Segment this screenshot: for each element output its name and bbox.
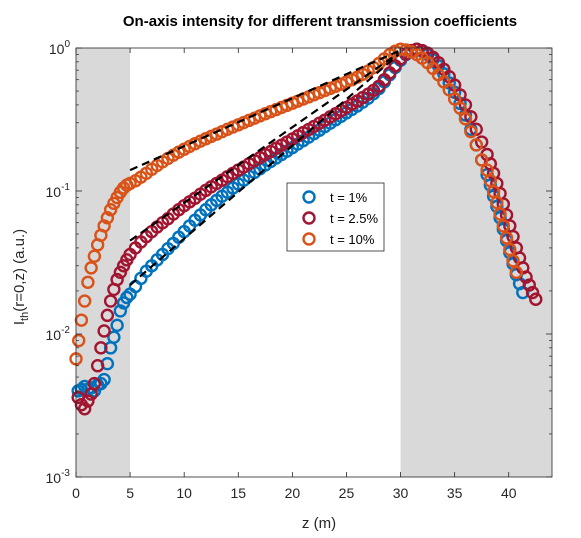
x-ticks: 0 5 10 15 20 25 30 35 40 — [72, 48, 517, 501]
x-tick-label: 15 — [230, 485, 246, 501]
x-tick-label: 0 — [72, 485, 80, 501]
legend-marker — [302, 211, 316, 225]
data-point — [474, 153, 489, 167]
data-point — [81, 275, 95, 289]
x-tick-label: 40 — [501, 485, 517, 501]
fit-line — [129, 52, 400, 242]
axes-frame — [75, 47, 553, 478]
legend-entry: t = 1% — [302, 190, 368, 205]
y-axis-label-main: I — [11, 321, 28, 325]
data-point — [525, 285, 540, 300]
legend-label: t = 1% — [330, 190, 368, 205]
data-point — [100, 308, 115, 323]
data-point — [458, 112, 473, 126]
data-point — [100, 211, 115, 225]
fit-lines — [129, 50, 400, 286]
data-point — [522, 278, 536, 292]
data-point — [493, 207, 507, 221]
data-point — [77, 402, 92, 416]
data-point — [77, 294, 92, 308]
y-tick-label: 100 — [49, 39, 71, 57]
data-point — [113, 304, 128, 318]
data-point — [90, 359, 105, 373]
legend-marker — [302, 190, 316, 204]
data-point — [110, 318, 124, 333]
data-point — [496, 219, 511, 233]
legend-marker — [302, 232, 316, 246]
y-axis-label-sub: th — [19, 312, 31, 321]
data-point — [516, 285, 530, 300]
legend: t = 1% t = 2.5% t = 10% — [286, 182, 385, 252]
x-axis-label: z (m) — [302, 515, 336, 532]
data-point — [103, 294, 118, 308]
x-tick-label: 30 — [393, 485, 409, 501]
data-point — [81, 394, 95, 408]
data-point — [97, 324, 111, 338]
data-point — [103, 202, 118, 217]
y-tick-label: 10-2 — [46, 325, 71, 343]
x-tick-label: 5 — [126, 485, 134, 501]
data-point — [94, 341, 108, 355]
data-point — [120, 290, 134, 305]
y-axis-label: Ith(r=0,z) (a.u.) — [11, 229, 31, 325]
x-tick-label: 10 — [176, 485, 192, 501]
data-point — [499, 231, 514, 245]
legend-label: t = 2.5% — [330, 211, 378, 226]
legend-entry: t = 10% — [302, 232, 375, 247]
data-point — [107, 330, 121, 344]
data-point — [453, 101, 467, 115]
axes-box — [75, 47, 553, 478]
fit-line — [129, 53, 400, 286]
data-point — [87, 376, 102, 391]
fit-line — [129, 50, 399, 172]
data-points — [69, 42, 543, 416]
shaded-region — [400, 48, 552, 477]
y-ticks: 10-3 10-2 10-1 100 — [46, 39, 552, 486]
legend-entry: t = 2.5% — [302, 211, 378, 226]
data-point — [113, 265, 128, 280]
y-tick-label: 10-3 — [46, 468, 71, 486]
data-point — [84, 261, 98, 275]
data-point — [506, 254, 520, 268]
x-tick-label: 35 — [447, 485, 463, 501]
legend-label: t = 10% — [330, 232, 375, 247]
data-point — [509, 265, 523, 280]
y-axis-label-rest: (r=0,z) (a.u.) — [11, 229, 28, 312]
x-tick-label: 25 — [339, 485, 355, 501]
chart-title: On-axis intensity for different transmis… — [123, 13, 517, 30]
x-tick-label: 20 — [285, 485, 301, 501]
data-point — [490, 195, 504, 210]
data-point — [110, 272, 124, 287]
data-point — [469, 138, 483, 152]
data-point — [71, 333, 86, 348]
y-tick-label: 10-1 — [46, 182, 71, 200]
data-point — [529, 292, 543, 306]
data-point — [464, 124, 478, 139]
data-point — [97, 219, 111, 233]
